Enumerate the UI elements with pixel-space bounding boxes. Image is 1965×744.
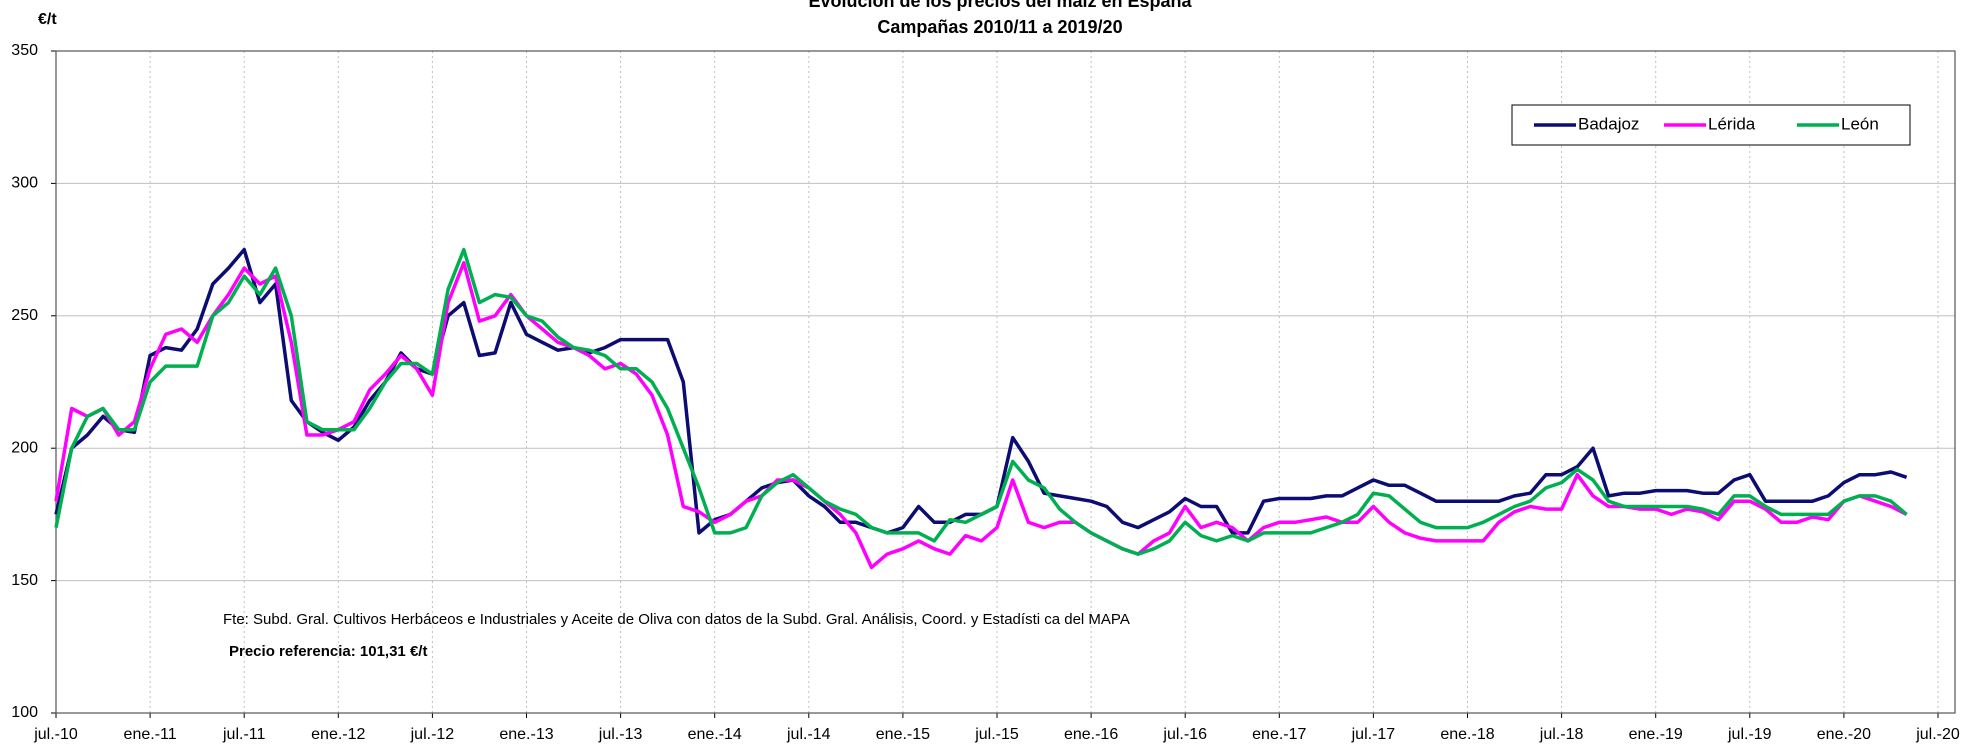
y-tick-label: 150 [11, 572, 38, 589]
y-tick-label: 200 [11, 439, 38, 456]
x-tick-label: jul.-20 [1915, 726, 1960, 743]
y-axis-label: €/t [38, 11, 57, 28]
legend-label: Badajoz [1578, 114, 1639, 133]
x-tick-label: jul.-10 [33, 726, 78, 743]
x-tick-label: jul.-16 [1162, 726, 1207, 743]
x-tick-label: ene.-11 [124, 726, 177, 743]
x-tick-label: jul.-19 [1727, 726, 1772, 743]
legend-label: León [1841, 114, 1879, 133]
x-tick-label: ene.-19 [1629, 726, 1683, 743]
x-tick-label: jul.-13 [598, 726, 643, 743]
series-line [54, 247, 1908, 556]
legend-label: Lérida [1708, 114, 1756, 133]
x-tick-label: jul.-12 [410, 726, 455, 743]
y-tick-label: 100 [11, 704, 38, 721]
x-tick-label: ene.-15 [876, 726, 930, 743]
x-tick-label: jul.-11 [222, 726, 265, 743]
chart-subtitle: Campañas 2010/11 a 2019/20 [877, 17, 1122, 37]
y-tick-label: 250 [11, 307, 38, 324]
x-tick-label: ene.-20 [1817, 726, 1871, 743]
legend-box [1511, 104, 1911, 146]
x-tick-label: ene.-18 [1440, 726, 1494, 743]
y-tick-label: 350 [11, 42, 38, 59]
x-tick-label: jul.-17 [1351, 726, 1396, 743]
x-tick-label: jul.-18 [1539, 726, 1584, 743]
x-tick-label: ene.-12 [311, 726, 365, 743]
chart-title: Evolución de los precios del maíz en Esp… [808, 0, 1192, 11]
source-note: Fte: Subd. Gral. Cultivos Herbáceos e In… [223, 611, 1130, 628]
x-tick-label: jul.-15 [974, 726, 1019, 743]
plot-area [56, 51, 1955, 713]
y-tick-label: 300 [11, 175, 38, 192]
x-tick-label: ene.-13 [499, 726, 553, 743]
x-tick-label: ene.-16 [1064, 726, 1118, 743]
plot-border [55, 50, 1956, 714]
x-tick-label: ene.-14 [688, 726, 742, 743]
reference-note: Precio referencia: 101,31 €/t [229, 643, 427, 660]
x-tick-label: ene.-17 [1252, 726, 1306, 743]
series-line [54, 261, 1908, 570]
x-tick-label: jul.-14 [786, 726, 831, 743]
